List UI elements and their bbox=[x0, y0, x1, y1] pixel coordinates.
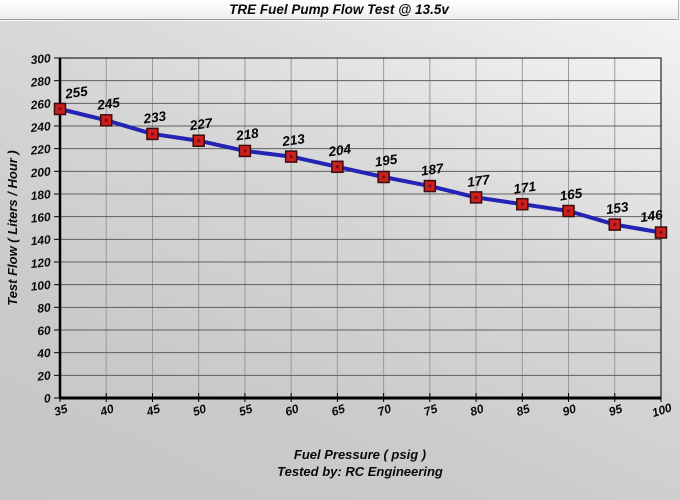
data-point-label: 171 bbox=[512, 179, 536, 197]
data-point-label: 218 bbox=[234, 125, 260, 143]
data-point-label: 233 bbox=[142, 108, 168, 126]
data-point-label: 255 bbox=[63, 83, 89, 101]
data-point-label: 195 bbox=[374, 151, 399, 169]
chart-title-bar: TRE Fuel Pump Flow Test @ 13.5v bbox=[0, 0, 679, 20]
y-tick-label: 100 bbox=[30, 278, 52, 294]
data-point-marker-center bbox=[243, 149, 247, 153]
y-tick-label: 300 bbox=[30, 51, 52, 67]
y-tick-label: 20 bbox=[36, 368, 52, 383]
data-point-marker-center bbox=[659, 231, 663, 235]
x-tick-label: 90 bbox=[561, 401, 578, 419]
data-point-label: 153 bbox=[605, 199, 630, 217]
x-tick-label: 75 bbox=[422, 401, 439, 419]
y-tick-label: 240 bbox=[29, 119, 52, 135]
data-point-label: 177 bbox=[466, 172, 492, 190]
y-tick-label: 80 bbox=[37, 300, 52, 315]
y-tick-label: 40 bbox=[36, 346, 52, 361]
x-tick-label: 85 bbox=[515, 401, 532, 419]
data-point-label: 165 bbox=[559, 185, 584, 203]
data-point-marker-center bbox=[197, 139, 201, 143]
x-tick-label: 55 bbox=[237, 401, 254, 419]
x-axis-title: Fuel Pressure ( psig ) bbox=[293, 447, 427, 462]
data-point-marker-center bbox=[104, 118, 108, 122]
data-point-label: 146 bbox=[639, 207, 664, 225]
y-tick-label: 120 bbox=[30, 255, 52, 271]
data-point-label: 187 bbox=[420, 160, 446, 178]
y-tick-label: 0 bbox=[43, 391, 51, 406]
y-tick-label: 140 bbox=[30, 232, 52, 248]
y-tick-label: 280 bbox=[29, 74, 52, 90]
x-tick-label: 45 bbox=[144, 401, 162, 419]
data-point-marker-center bbox=[58, 107, 62, 111]
x-tick-label: 65 bbox=[330, 401, 347, 419]
y-axis-title: Test Flow ( Liters / Hour ) bbox=[5, 150, 20, 306]
data-point-marker-center bbox=[150, 132, 154, 136]
chart-title: TRE Fuel Pump Flow Test @ 13.5v bbox=[229, 2, 449, 17]
y-tick-label: 220 bbox=[29, 142, 52, 158]
data-point-label: 213 bbox=[280, 131, 306, 149]
plot-background bbox=[60, 58, 661, 398]
x-tick-label: 95 bbox=[607, 401, 624, 419]
y-tick-label: 60 bbox=[37, 323, 52, 338]
data-point-marker-center bbox=[428, 184, 432, 188]
data-point-label: 227 bbox=[188, 115, 215, 133]
data-point-marker-center bbox=[567, 209, 571, 213]
x-tick-label: 50 bbox=[191, 401, 208, 419]
data-point-marker-center bbox=[474, 195, 478, 199]
x-tick-label: 60 bbox=[283, 401, 300, 419]
data-point-label: 204 bbox=[327, 141, 353, 159]
x-tick-label: 70 bbox=[376, 401, 393, 419]
tested-by-note: Tested by: RC Engineering bbox=[277, 464, 443, 479]
data-point-marker-center bbox=[382, 175, 386, 179]
data-point-marker-center bbox=[520, 202, 524, 206]
x-tick-label: 100 bbox=[650, 400, 674, 420]
data-point-label: 245 bbox=[95, 95, 121, 113]
x-tick-label: 80 bbox=[468, 401, 485, 419]
y-tick-label: 160 bbox=[30, 210, 52, 226]
flow-series-line bbox=[58, 107, 663, 235]
x-tick-label: 35 bbox=[52, 401, 69, 419]
data-point-marker-center bbox=[289, 155, 293, 159]
y-tick-label: 180 bbox=[30, 187, 52, 203]
y-tick-label: 200 bbox=[29, 164, 52, 180]
data-point-marker-center bbox=[613, 223, 617, 227]
x-tick-label: 40 bbox=[98, 401, 116, 419]
y-tick-label: 260 bbox=[29, 96, 52, 112]
data-point-marker-center bbox=[335, 165, 339, 169]
